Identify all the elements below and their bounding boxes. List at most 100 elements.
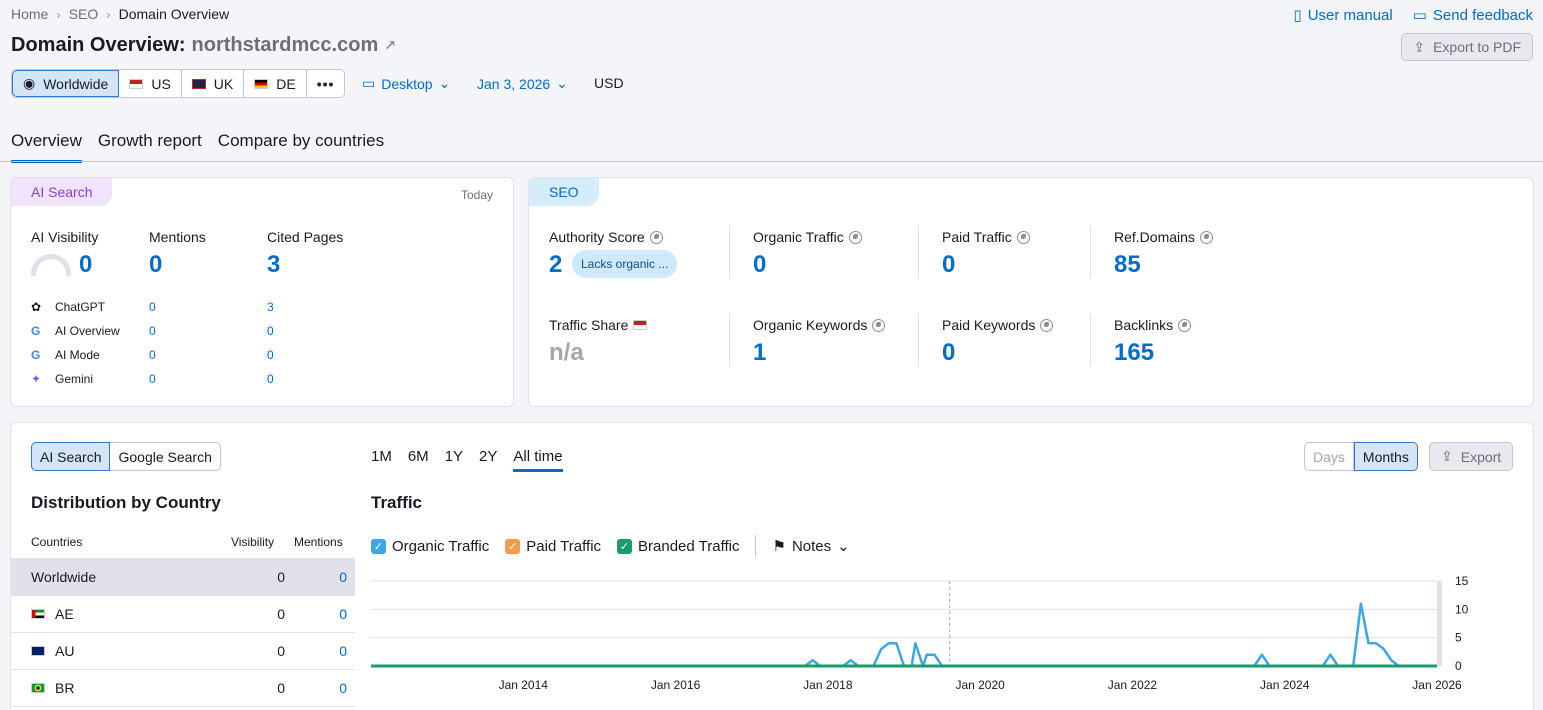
legend-branded[interactable]: ✓ Branded Traffic xyxy=(617,538,739,555)
backlinks-label: Backlinks xyxy=(1114,317,1192,333)
chevron-right-icon: › xyxy=(106,6,111,22)
traffic-chart: 15 10 5 0 Jan 2014 Jan 2016 Jan 2018 Jan 2020 Ja… xyxy=(371,574,1469,692)
de-flag-icon xyxy=(254,78,269,89)
distribution-title: Distribution by Country xyxy=(31,493,221,512)
platform-cited[interactable]: 0 xyxy=(267,324,274,338)
label-text: Organic Traffic xyxy=(753,229,844,245)
tab-growth-report[interactable]: Growth report xyxy=(97,131,202,150)
domain-name[interactable]: northstardmcc.com xyxy=(191,34,379,56)
export-pdf-button[interactable]: ⇪ Export to PDF xyxy=(1401,33,1533,61)
lacks-organic-tag[interactable]: Lacks organic ... xyxy=(572,250,678,278)
country-mentions[interactable]: 0 xyxy=(339,680,347,696)
date-select[interactable]: Jan 3, 2026 ⌄ xyxy=(477,75,568,92)
page-title: Domain Overview: northstardmcc.com ↗ xyxy=(11,34,396,57)
platform-name: ChatGPT xyxy=(55,300,106,314)
breadcrumb-home[interactable]: Home xyxy=(11,6,49,22)
table-row[interactable]: Worldwide 0 0 xyxy=(11,559,355,596)
authority-score-value[interactable]: 2 xyxy=(549,251,563,278)
globe-info-icon[interactable] xyxy=(1016,230,1030,244)
platform-cited[interactable]: 3 xyxy=(267,300,274,314)
cited-pages-value[interactable]: 3 xyxy=(267,251,281,278)
chevron-down-icon: ⌄ xyxy=(438,75,451,91)
region-uk[interactable]: UK xyxy=(182,70,245,97)
backlinks-value[interactable]: 165 xyxy=(1114,339,1155,366)
br-flag-icon xyxy=(31,683,45,693)
country-mentions[interactable]: 0 xyxy=(339,643,347,659)
traffic-share-value: n/a xyxy=(549,339,584,366)
country-mentions[interactable]: 0 xyxy=(339,606,347,622)
globe-info-icon[interactable] xyxy=(848,230,862,244)
region-de[interactable]: DE xyxy=(244,70,307,97)
label-text: Backlinks xyxy=(1114,317,1174,333)
legend-organic[interactable]: ✓ Organic Traffic xyxy=(371,538,489,555)
period-all-time[interactable]: All time xyxy=(513,448,563,472)
google-search-toggle[interactable]: Google Search xyxy=(110,442,221,471)
platform-mentions[interactable]: 0 xyxy=(149,348,156,362)
ref-domains-value[interactable]: 85 xyxy=(1114,251,1141,278)
export-button[interactable]: ⇪ Export xyxy=(1429,442,1514,471)
legend-paid[interactable]: ✓ Paid Traffic xyxy=(505,538,601,555)
table-row[interactable]: AU 0 0 xyxy=(11,633,355,670)
globe-info-icon[interactable] xyxy=(1178,318,1192,332)
platform-mentions[interactable]: 0 xyxy=(149,372,156,386)
checkbox-checked-icon: ✓ xyxy=(371,538,386,554)
platform-name: AI Mode xyxy=(55,348,100,362)
paid-traffic-value[interactable]: 0 xyxy=(942,251,956,278)
period-2y[interactable]: 2Y xyxy=(479,448,498,465)
device-select[interactable]: ▭ Desktop ⌄ xyxy=(362,75,450,92)
paid-keywords-value[interactable]: 0 xyxy=(942,339,956,366)
platform-mentions[interactable]: 0 xyxy=(149,324,156,338)
chevron-down-icon: ⌄ xyxy=(556,75,568,91)
months-toggle[interactable]: Months xyxy=(1353,442,1418,471)
google-icon: G xyxy=(31,348,41,362)
table-row[interactable]: BR 0 0 xyxy=(11,670,355,707)
tab-compare-countries[interactable]: Compare by countries xyxy=(217,131,385,150)
region-label: Worldwide xyxy=(43,75,109,92)
organic-keywords-value[interactable]: 1 xyxy=(753,339,767,366)
breadcrumb: Home › SEO › Domain Overview xyxy=(11,6,229,22)
x-tick-label: Jan 2024 xyxy=(1260,678,1310,692)
tab-overview[interactable]: Overview xyxy=(11,131,82,163)
send-feedback-link[interactable]: ▭ Send feedback xyxy=(1413,6,1533,25)
period-1y[interactable]: 1Y xyxy=(444,448,464,465)
breadcrumb-seo[interactable]: SEO xyxy=(68,6,99,22)
country-name: Worldwide xyxy=(31,569,97,585)
ai-platform-row: ✦ Gemini 0 0 xyxy=(31,367,491,391)
gemini-icon: ✦ xyxy=(31,372,42,386)
globe-info-icon[interactable] xyxy=(649,230,663,244)
ai-platform-row: ✿ ChatGPT 0 3 xyxy=(31,295,491,319)
table-row[interactable]: AE 0 0 xyxy=(11,596,355,633)
ref-domains-label: Ref.Domains xyxy=(1114,229,1213,245)
country-name: AE xyxy=(55,606,74,622)
label-text: Organic Keywords xyxy=(753,317,868,333)
platform-cited[interactable]: 0 xyxy=(267,348,274,362)
platform-cited[interactable]: 0 xyxy=(267,372,274,386)
divider xyxy=(918,314,919,366)
export-label: Export xyxy=(1460,448,1502,465)
platform-mentions[interactable]: 0 xyxy=(149,300,156,314)
globe-info-icon[interactable] xyxy=(1040,318,1054,332)
region-worldwide[interactable]: ◉ Worldwide xyxy=(12,70,120,97)
period-1m[interactable]: 1M xyxy=(371,448,392,465)
mentions-value[interactable]: 0 xyxy=(149,251,163,278)
notes-dropdown[interactable]: ⚑ Notes ⌄ xyxy=(772,537,849,556)
x-tick-label: Jan 2020 xyxy=(955,678,1005,692)
days-toggle[interactable]: Days xyxy=(1304,442,1354,471)
globe-info-icon[interactable] xyxy=(1199,230,1213,244)
seo-badge: SEO xyxy=(529,178,599,206)
period-selector: 1M 6M 1Y 2Y All time xyxy=(371,448,563,472)
region-us[interactable]: US xyxy=(119,70,182,97)
label-text: Ref.Domains xyxy=(1114,229,1195,245)
country-mentions[interactable]: 0 xyxy=(339,569,347,585)
globe-info-icon[interactable] xyxy=(872,318,886,332)
country-visibility: 0 xyxy=(277,569,285,585)
organic-traffic-value[interactable]: 0 xyxy=(753,251,767,278)
ai-search-toggle[interactable]: AI Search xyxy=(31,442,111,471)
seo-card: SEO Authority Score 2 Lacks organic ... … xyxy=(528,177,1534,407)
external-link-icon[interactable]: ↗ xyxy=(384,37,396,53)
export-pdf-label: Export to PDF xyxy=(1433,39,1521,55)
ai-visibility-value[interactable]: 0 xyxy=(79,251,93,278)
user-manual-link[interactable]: ▯ User manual xyxy=(1293,6,1392,25)
more-regions-button[interactable]: ••• xyxy=(316,75,335,92)
period-6m[interactable]: 6M xyxy=(407,448,429,465)
